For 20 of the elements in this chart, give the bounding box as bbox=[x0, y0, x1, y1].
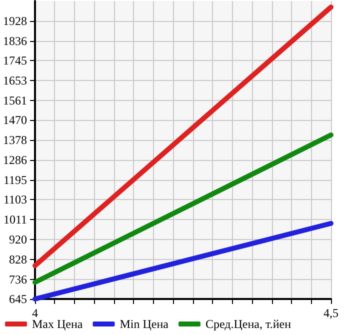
y-tick-label: 1470 bbox=[3, 113, 27, 128]
y-tick-label: 1836 bbox=[3, 34, 27, 48]
y-tick-label: 645 bbox=[9, 292, 27, 306]
y-tick-label: 1011 bbox=[3, 212, 27, 227]
y-tick-label: 1653 bbox=[3, 74, 27, 88]
y-tick-label: 1103 bbox=[3, 192, 27, 207]
y-tick-label: 1195 bbox=[3, 172, 27, 187]
y-tick-label: 1561 bbox=[3, 93, 27, 108]
y-tick-label: 1745 bbox=[3, 54, 27, 68]
y-tick-label: 1928 bbox=[3, 14, 27, 28]
y-tick-label: 1286 bbox=[3, 153, 27, 168]
x-tick-label: 4 bbox=[32, 306, 38, 320]
y-tick-label: 920 bbox=[9, 232, 27, 246]
y-tick-label: 1378 bbox=[3, 133, 27, 148]
legend-label: Min Цена bbox=[120, 317, 170, 331]
legend-label: Max Цена bbox=[32, 317, 84, 331]
x-tick-label: 4,5 bbox=[324, 306, 338, 320]
legend-label: Сред.Цена, т.йен bbox=[205, 317, 292, 331]
y-tick-label: 736 bbox=[9, 272, 27, 286]
y-tick-label: 828 bbox=[9, 252, 27, 266]
